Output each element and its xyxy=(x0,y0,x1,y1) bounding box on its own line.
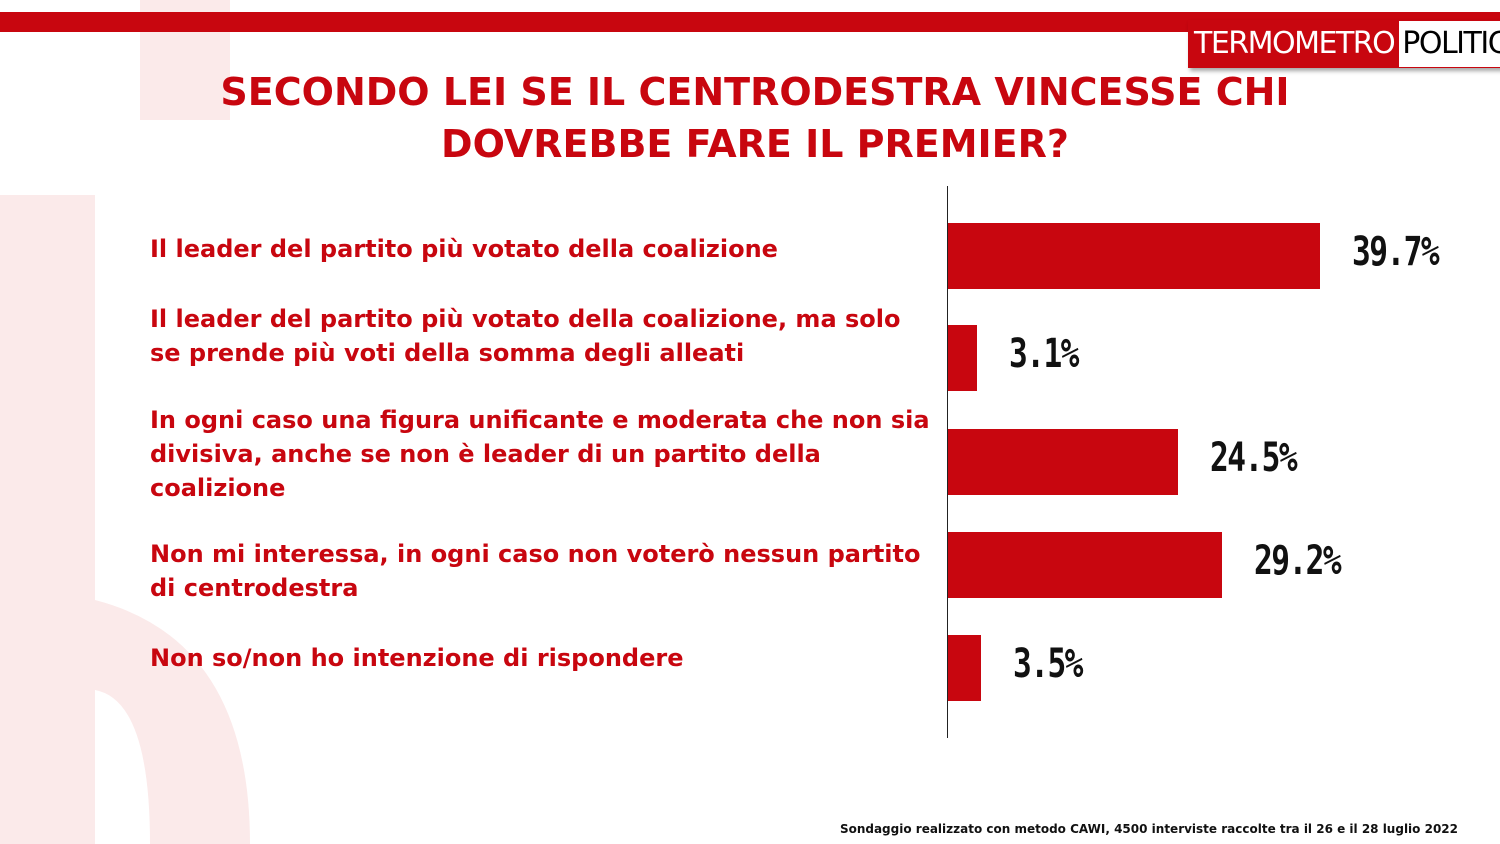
survey-footnote: Sondaggio realizzato con metodo CAWI, 45… xyxy=(839,822,1458,836)
logo-part-termometro: TERMOMETRO xyxy=(1188,20,1399,68)
bar xyxy=(948,429,1178,495)
bar xyxy=(948,223,1320,289)
category-label: In ogni caso una figura unificante e mod… xyxy=(150,406,930,502)
category-label: Non so/non ho intenzione di rispondere xyxy=(150,644,684,672)
value-label: 24.5% xyxy=(1209,435,1298,481)
value-label: 3.1% xyxy=(1009,331,1079,377)
category-label: Il leader del partito più votato della c… xyxy=(150,305,901,367)
termometro-politico-logo: TERMOMETRO POLITICO xyxy=(1188,20,1500,68)
top-red-bar xyxy=(0,12,1500,32)
category-label: Non mi interessa, in ogni caso non voter… xyxy=(150,540,921,602)
value-label: 3.5% xyxy=(1012,641,1083,687)
bar xyxy=(948,532,1222,598)
value-label: 39.7% xyxy=(1351,229,1440,275)
logo-part-politico: POLITICO xyxy=(1398,20,1500,68)
category-label: Il leader del partito più votato della c… xyxy=(150,235,778,263)
bar xyxy=(948,635,981,701)
chart-axis-line xyxy=(947,186,948,738)
bar xyxy=(948,325,978,391)
value-label: 29.2% xyxy=(1253,538,1342,584)
chart-title: SECONDO LEI SE IL CENTRODESTRA VINCESSE … xyxy=(220,70,1290,166)
